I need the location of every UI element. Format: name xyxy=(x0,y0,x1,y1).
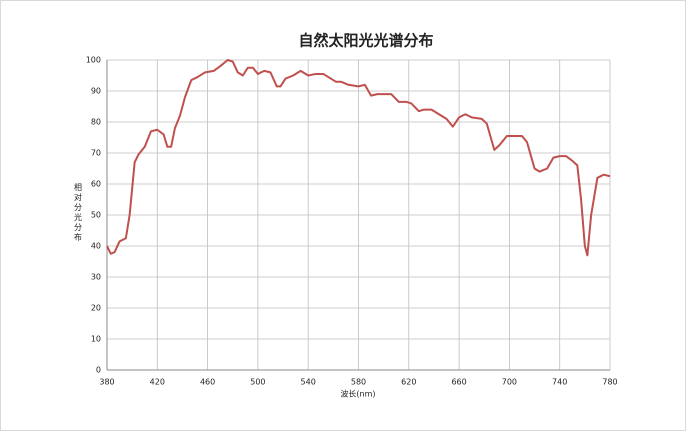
y-tick-label: 70 xyxy=(91,149,101,158)
x-tick-label: 580 xyxy=(351,378,366,387)
x-tick-label: 500 xyxy=(250,378,265,387)
y-tick-label: 90 xyxy=(91,87,101,96)
y-tick-label: 20 xyxy=(91,304,101,313)
x-tick-label: 780 xyxy=(602,378,617,387)
x-axis-label: 波长(nm) xyxy=(340,389,375,399)
y-tick-label: 100 xyxy=(86,56,101,65)
data-line xyxy=(106,59,611,257)
y-tick-label: 80 xyxy=(91,118,101,127)
y-tick-label: 0 xyxy=(96,366,101,375)
y-tick-label: 10 xyxy=(91,335,101,344)
x-tick-label: 380 xyxy=(99,378,114,387)
x-tick-label: 460 xyxy=(200,378,215,387)
x-tick-label: 660 xyxy=(451,378,466,387)
chart-title: 自然太阳光光谱分布 xyxy=(298,32,433,50)
y-tick-label: 60 xyxy=(91,180,101,189)
x-tick-label: 700 xyxy=(502,378,517,387)
y-tick-label: 30 xyxy=(91,273,101,282)
x-tick-label: 540 xyxy=(301,378,316,387)
y-axis-label: 相对分光分布 xyxy=(74,182,83,243)
y-tick-label: 40 xyxy=(91,242,101,251)
x-tick-label: 420 xyxy=(150,378,165,387)
y-tick-label: 50 xyxy=(91,211,101,220)
x-tick-label: 620 xyxy=(401,378,416,387)
x-tick-label: 740 xyxy=(552,378,567,387)
